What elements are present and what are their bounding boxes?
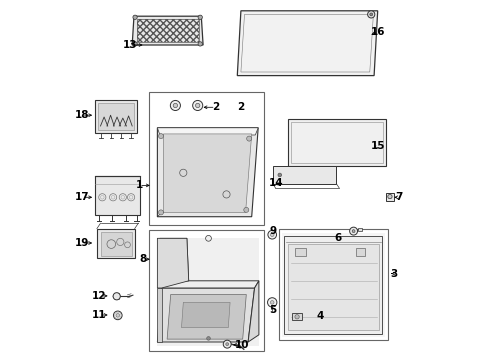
Circle shape	[195, 103, 200, 108]
Text: 3: 3	[390, 269, 397, 279]
Circle shape	[349, 227, 357, 235]
Polygon shape	[163, 134, 251, 212]
Bar	[294, 248, 305, 256]
Circle shape	[369, 13, 372, 16]
Circle shape	[113, 293, 120, 300]
Polygon shape	[157, 128, 258, 217]
Text: 4: 4	[316, 311, 323, 321]
Text: 10: 10	[234, 340, 248, 350]
Text: 17: 17	[74, 192, 89, 202]
Circle shape	[294, 315, 299, 319]
Polygon shape	[237, 11, 377, 76]
Circle shape	[198, 15, 202, 19]
Bar	[149, 92, 264, 225]
Text: 2: 2	[212, 102, 219, 112]
Bar	[149, 230, 264, 351]
Circle shape	[267, 230, 276, 239]
Polygon shape	[98, 103, 134, 130]
Circle shape	[246, 136, 251, 141]
Text: 9: 9	[268, 226, 276, 237]
Polygon shape	[132, 16, 203, 45]
Text: 2: 2	[237, 102, 244, 112]
Text: 8: 8	[139, 254, 146, 264]
Circle shape	[206, 337, 210, 340]
Polygon shape	[157, 288, 162, 342]
Bar	[355, 248, 365, 256]
Bar	[385, 193, 393, 201]
Circle shape	[192, 100, 203, 111]
Circle shape	[205, 235, 211, 241]
Circle shape	[270, 301, 273, 304]
Text: 19: 19	[75, 238, 89, 248]
Bar	[291, 313, 302, 320]
Text: 6: 6	[334, 233, 341, 243]
Bar	[136, 19, 199, 42]
Circle shape	[351, 230, 354, 233]
Text: 11: 11	[92, 310, 106, 320]
Polygon shape	[284, 236, 381, 334]
Polygon shape	[287, 244, 379, 330]
Polygon shape	[95, 100, 136, 133]
Circle shape	[173, 103, 177, 108]
Text: 7: 7	[395, 192, 402, 202]
Circle shape	[387, 194, 391, 199]
Circle shape	[244, 207, 248, 212]
Text: 16: 16	[370, 27, 385, 37]
Polygon shape	[272, 166, 336, 184]
Circle shape	[158, 134, 163, 139]
Polygon shape	[95, 176, 140, 215]
Bar	[357, 228, 361, 231]
Text: 18: 18	[74, 110, 89, 120]
Polygon shape	[101, 232, 132, 256]
Circle shape	[113, 311, 122, 320]
Polygon shape	[281, 233, 384, 337]
Polygon shape	[157, 288, 254, 342]
Text: 13: 13	[122, 40, 137, 50]
Circle shape	[198, 42, 202, 46]
Circle shape	[223, 340, 231, 348]
Polygon shape	[247, 281, 258, 342]
Polygon shape	[162, 281, 258, 288]
Text: 15: 15	[370, 141, 384, 151]
Circle shape	[170, 100, 180, 111]
Bar	[136, 19, 199, 42]
Circle shape	[116, 314, 120, 317]
Bar	[278, 229, 387, 340]
Circle shape	[270, 233, 273, 237]
Polygon shape	[97, 229, 134, 258]
Polygon shape	[160, 238, 188, 281]
Polygon shape	[287, 119, 385, 166]
Polygon shape	[181, 302, 230, 328]
Text: 14: 14	[268, 178, 283, 188]
Circle shape	[133, 15, 137, 19]
Circle shape	[225, 343, 228, 346]
Circle shape	[367, 11, 374, 18]
Text: 5: 5	[268, 305, 276, 315]
Text: 1: 1	[135, 180, 142, 190]
Circle shape	[133, 42, 137, 46]
Circle shape	[277, 173, 281, 177]
Text: 12: 12	[92, 291, 106, 301]
Polygon shape	[157, 238, 258, 346]
Polygon shape	[157, 238, 188, 288]
Polygon shape	[167, 294, 246, 339]
Circle shape	[267, 298, 276, 307]
Polygon shape	[157, 128, 258, 135]
Circle shape	[158, 210, 163, 215]
